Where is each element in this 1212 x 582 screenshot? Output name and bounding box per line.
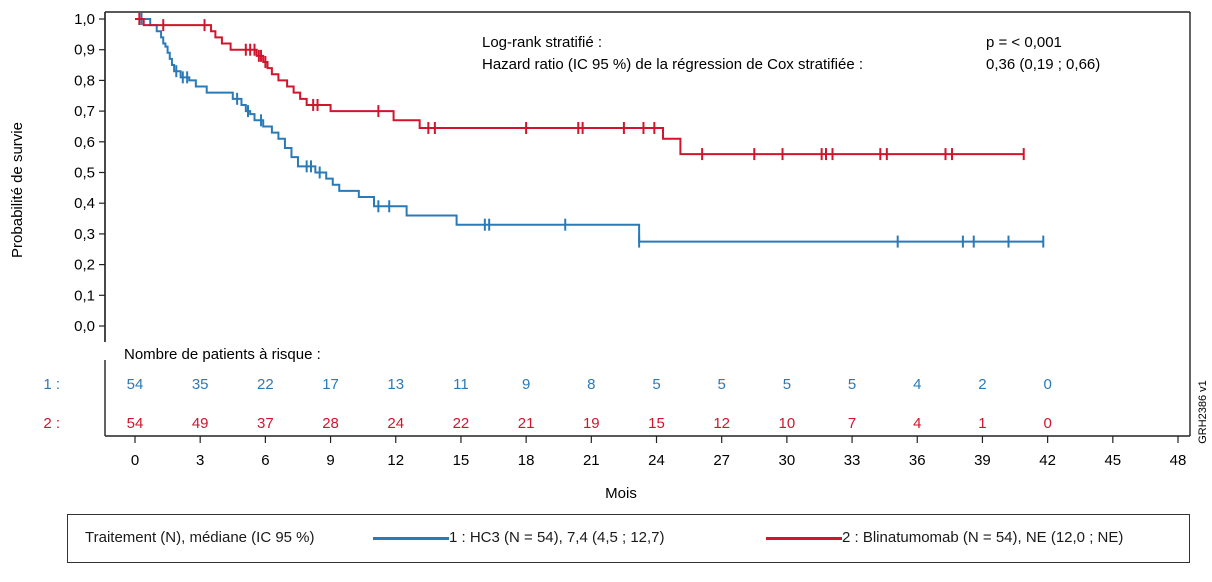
risk-value-2: 7 <box>848 415 856 432</box>
footnote-code: GRH2386 v1 <box>1197 380 1209 444</box>
x-tick-label: 9 <box>326 452 334 469</box>
risk-value-1: 4 <box>913 376 921 393</box>
legend-title: Traitement (N), médiane (IC 95 %) <box>85 529 315 546</box>
legend-box: Traitement (N), médiane (IC 95 %) 1 : HC… <box>67 514 1190 563</box>
y-tick-label: 0,9 <box>74 42 95 59</box>
annotation-logrank-value: p = < 0,001 <box>986 34 1062 51</box>
risk-value-2: 49 <box>192 415 209 432</box>
x-tick-label: 3 <box>196 452 204 469</box>
risk-value-2: 10 <box>779 415 796 432</box>
risk-value-2: 54 <box>127 415 144 432</box>
risk-value-1: 5 <box>783 376 791 393</box>
legend-line-series-1 <box>373 537 449 540</box>
x-tick-label: 0 <box>131 452 139 469</box>
y-axis-ticks: 1,0 0,9 0,8 0,7 0,6 0,5 0,4 0,3 0,2 0,1 0,0 <box>74 11 105 335</box>
x-tick-label: 24 <box>648 452 665 469</box>
x-axis-ticks: 0 3 6 9 12 15 18 21 24 27 30 33 36 39 42 45 48 <box>131 436 1187 469</box>
x-tick-label: 48 <box>1170 452 1187 469</box>
y-tick-label: 0,3 <box>74 226 95 243</box>
y-axis-label: Probabilité de survie <box>9 122 26 258</box>
y-tick-label: 0,0 <box>74 318 95 335</box>
risk-table-title: Nombre de patients à risque : <box>124 346 321 363</box>
x-tick-label: 6 <box>261 452 269 469</box>
risk-value-1: 8 <box>587 376 595 393</box>
legend-label-series-2: 2 : Blinatumomab (N = 54), NE (12,0 ; NE… <box>842 529 1124 546</box>
x-tick-label: 18 <box>518 452 535 469</box>
x-tick-label: 39 <box>974 452 991 469</box>
y-tick-label: 0,5 <box>74 165 95 182</box>
risk-value-2: 1 <box>978 415 986 432</box>
risk-table: 1 :54 35 22 17 13 11 9 8 5 5 5 5 4 2 02 :54 49 37 28 24 22 2… <box>43 376 1051 432</box>
risk-value-2: 19 <box>583 415 600 432</box>
x-tick-label: 36 <box>909 452 926 469</box>
risk-value-2: 24 <box>387 415 404 432</box>
risk-value-1: 13 <box>387 376 404 393</box>
risk-value-2: 37 <box>257 415 274 432</box>
risk-value-1: 54 <box>127 376 144 393</box>
x-tick-label: 30 <box>779 452 796 469</box>
risk-value-2: 0 <box>1043 415 1051 432</box>
risk-value-2: 22 <box>453 415 470 432</box>
x-tick-label: 15 <box>453 452 470 469</box>
survival-curves <box>135 13 1045 248</box>
y-tick-label: 0,8 <box>74 72 95 89</box>
risk-value-1: 0 <box>1043 376 1051 393</box>
annotation-hr-value: 0,36 (0,19 ; 0,66) <box>986 56 1100 73</box>
y-tick-label: 0,2 <box>74 257 95 274</box>
x-tick-label: 12 <box>387 452 404 469</box>
legend-line-series-2 <box>766 537 842 540</box>
y-tick-label: 0,7 <box>74 103 95 120</box>
risk-value-1: 22 <box>257 376 274 393</box>
annotation-logrank-label: Log-rank stratifié : <box>482 34 602 51</box>
x-axis-label: Mois <box>605 485 637 502</box>
x-tick-label: 33 <box>844 452 861 469</box>
risk-row-label-2: 2 : <box>43 415 60 432</box>
risk-value-1: 11 <box>453 376 469 393</box>
x-tick-label: 27 <box>713 452 730 469</box>
x-tick-label: 45 <box>1104 452 1121 469</box>
risk-value-1: 17 <box>322 376 339 393</box>
x-tick-label: 42 <box>1039 452 1056 469</box>
annotation-hr-label: Hazard ratio (IC 95 %) de la régression … <box>482 56 863 73</box>
survival-curve-2 <box>135 18 1024 156</box>
y-tick-label: 0,6 <box>74 134 95 151</box>
risk-value-2: 12 <box>713 415 730 432</box>
risk-value-1: 5 <box>848 376 856 393</box>
risk-value-1: 5 <box>718 376 726 393</box>
y-tick-label: 0,4 <box>74 195 95 212</box>
risk-value-1: 35 <box>192 376 209 393</box>
risk-value-1: 5 <box>652 376 660 393</box>
survival-curve-1 <box>135 18 1044 243</box>
risk-row-label-1: 1 : <box>43 376 60 393</box>
legend-label-series-1: 1 : HC3 (N = 54), 7,4 (4,5 ; 12,7) <box>449 529 665 546</box>
risk-value-2: 15 <box>648 415 665 432</box>
risk-value-2: 28 <box>322 415 339 432</box>
x-tick-label: 21 <box>583 452 600 469</box>
risk-value-2: 4 <box>913 415 921 432</box>
y-tick-label: 1,0 <box>74 11 95 28</box>
plot-frame <box>104 11 1191 437</box>
risk-value-2: 21 <box>518 415 535 432</box>
risk-value-1: 9 <box>522 376 530 393</box>
y-tick-label: 0,1 <box>74 287 95 304</box>
risk-value-1: 2 <box>978 376 986 393</box>
